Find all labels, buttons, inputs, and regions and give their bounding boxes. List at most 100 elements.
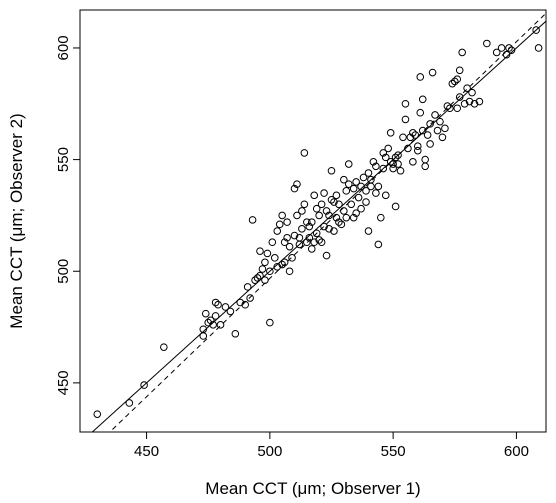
data-point [340, 207, 348, 215]
data-point [401, 99, 410, 108]
data-point [342, 213, 351, 222]
data-point [275, 220, 284, 229]
data-point [283, 233, 291, 242]
data-point [409, 158, 417, 166]
data-point [280, 238, 289, 247]
data-point [465, 97, 474, 106]
x-tick-label: 550 [381, 443, 406, 460]
data-point [455, 66, 464, 75]
data-point [303, 218, 311, 226]
data-point [243, 283, 252, 291]
data-point [379, 149, 388, 157]
data-point [298, 225, 306, 233]
data-point [266, 318, 274, 327]
data-point [483, 39, 491, 48]
data-point [310, 191, 319, 200]
data-point [268, 238, 277, 247]
data-point [300, 200, 309, 209]
data-point [211, 298, 220, 307]
data-point [199, 325, 208, 334]
data-point [502, 50, 511, 59]
data-point [214, 300, 222, 309]
data-point [396, 166, 405, 175]
data-point [332, 213, 341, 222]
data-point [327, 166, 336, 175]
data-point [312, 204, 321, 213]
data-point [418, 126, 427, 135]
data-point [256, 247, 264, 255]
data-point [357, 204, 365, 213]
data-point [364, 169, 373, 177]
data-point [404, 144, 412, 153]
x-tick-label: 450 [134, 443, 159, 460]
data-point [438, 133, 447, 142]
data-point [251, 276, 259, 284]
data-point [320, 222, 328, 231]
data-point [330, 227, 338, 235]
data-point [470, 99, 479, 108]
data-point [416, 108, 425, 117]
y-axis-title: Mean CCT (μm; Observer 2) [7, 113, 26, 328]
data-point [273, 262, 282, 271]
data-point [280, 258, 289, 267]
data-point [300, 149, 309, 157]
data-point [394, 160, 402, 168]
data-point [532, 26, 540, 34]
data-point [236, 298, 245, 307]
data-point [206, 316, 215, 325]
data-point [226, 307, 235, 316]
data-point [381, 191, 390, 200]
data-point [374, 240, 383, 249]
data-point [93, 410, 102, 418]
data-point [413, 142, 422, 151]
y-tick-label: 500 [55, 259, 72, 284]
data-point [278, 260, 286, 269]
data-point [209, 321, 217, 329]
data-point [507, 46, 516, 54]
data-point [231, 329, 240, 338]
data-point [349, 184, 358, 193]
data-point [381, 153, 390, 162]
data-point [263, 249, 272, 258]
data-point [364, 227, 373, 235]
data-point [335, 200, 343, 209]
data-point [322, 251, 331, 260]
data-point [290, 231, 299, 240]
data-point [330, 198, 338, 206]
data-point [342, 187, 351, 195]
data-point [362, 187, 370, 195]
data-point [325, 225, 333, 233]
data-point [332, 191, 341, 200]
data-point [322, 207, 331, 215]
data-point [298, 207, 306, 215]
data-point [305, 233, 314, 242]
data-point [349, 213, 358, 222]
data-point [312, 229, 321, 238]
data-point [497, 44, 506, 52]
data-point [431, 111, 439, 119]
data-point [359, 173, 368, 182]
data-point [325, 211, 333, 220]
data-point [423, 131, 432, 139]
data-point [340, 175, 348, 184]
data-point [362, 198, 370, 206]
data-point [293, 211, 301, 220]
data-point [369, 158, 378, 166]
y-tick-label: 450 [55, 370, 72, 395]
data-point [389, 160, 397, 168]
data-point [246, 294, 254, 302]
data-point [140, 381, 148, 389]
x-tick-label: 500 [257, 443, 282, 460]
data-point [448, 79, 457, 88]
data-point [285, 267, 294, 276]
data-point [377, 213, 385, 222]
identity-line [91, 20, 546, 432]
data-point [347, 200, 356, 209]
data-point [386, 129, 395, 137]
data-point [443, 102, 452, 110]
data-point [418, 95, 427, 104]
data-point [354, 193, 363, 202]
data-point [248, 216, 257, 224]
data-point [317, 238, 326, 247]
